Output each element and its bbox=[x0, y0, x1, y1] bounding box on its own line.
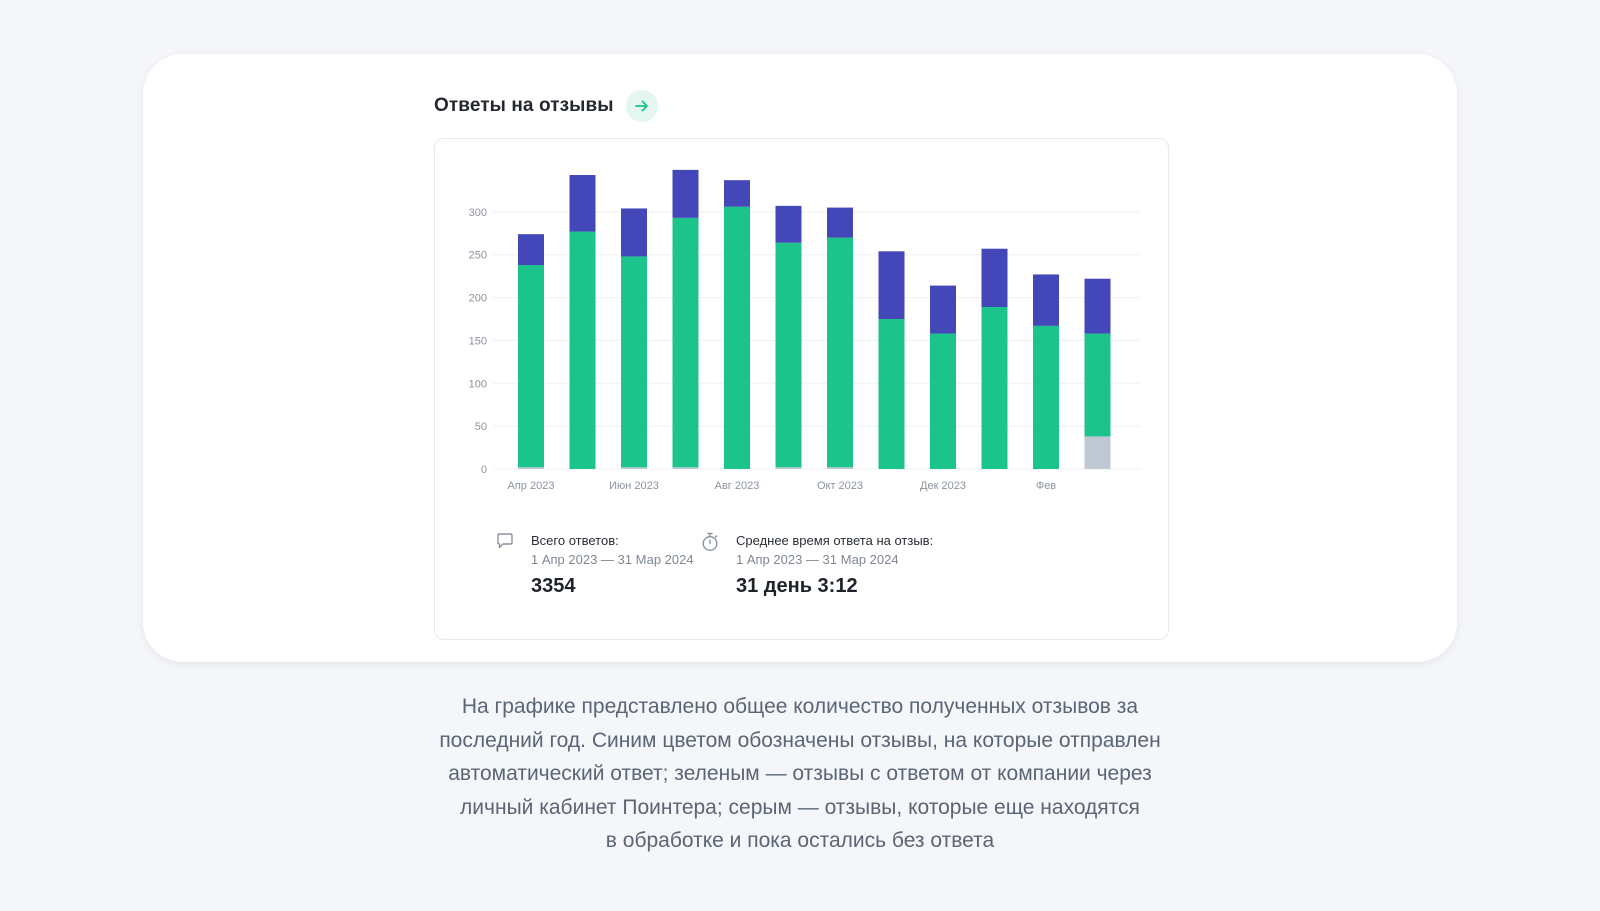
bar-segment-auto bbox=[672, 169, 699, 218]
bar-segment-company bbox=[775, 242, 802, 468]
caption-line: личный кабинет Поинтера; серым — отзывы,… bbox=[460, 795, 1140, 819]
open-widget-button[interactable] bbox=[625, 90, 658, 122]
bar-segment-company bbox=[724, 206, 750, 469]
bar-segment-pending bbox=[621, 467, 647, 469]
bar-segment-auto bbox=[518, 234, 544, 266]
y-tick-label: 50 bbox=[475, 421, 487, 433]
bar-segment-company bbox=[672, 217, 699, 468]
y-tick-label: 250 bbox=[469, 250, 487, 262]
bar-segment-pending bbox=[775, 467, 802, 469]
x-tick-label: Окт 2023 bbox=[817, 480, 863, 492]
bar-segment-pending bbox=[672, 467, 699, 469]
stat-label: Всего ответов: bbox=[531, 533, 619, 548]
bar-segment-auto bbox=[621, 208, 647, 257]
bar-segment-auto bbox=[1084, 278, 1111, 334]
caption-line: автоматический ответ; зеленым — отзывы с… bbox=[448, 762, 1152, 785]
y-tick-label: 150 bbox=[469, 335, 487, 347]
bar-segment-company bbox=[930, 333, 956, 469]
x-tick-label: Апр 2023 bbox=[508, 480, 555, 492]
x-tick-label: Июн 2023 bbox=[609, 480, 659, 492]
chart-panel: 0 50 100 150 200 250 300 Апр 2023 Июн 2023 Авг 20… bbox=[434, 138, 1169, 640]
bar-segment-auto bbox=[775, 205, 802, 243]
widget-header: Ответы на отзывы bbox=[434, 90, 658, 122]
stat-date-range: 1 Апр 2023 — 31 Мар 2024 bbox=[531, 552, 694, 567]
bar-segment-company bbox=[518, 265, 544, 468]
stat-value: 3354 bbox=[531, 575, 576, 597]
bar-segment-company bbox=[569, 231, 596, 469]
bar-segment-auto bbox=[1033, 274, 1059, 326]
bar-segment-auto bbox=[930, 285, 956, 334]
bar-segment-company bbox=[878, 319, 905, 469]
x-tick-label: Авг 2023 bbox=[715, 480, 760, 492]
bar-segment-pending bbox=[1084, 436, 1111, 469]
bar-segment-company bbox=[981, 307, 1008, 469]
y-tick-label: 300 bbox=[469, 207, 487, 219]
bar-segment-auto bbox=[724, 180, 750, 207]
chart-caption: На графике представлено общее количество… bbox=[300, 690, 1300, 858]
stopwatch-icon bbox=[700, 531, 720, 558]
bar-segment-auto bbox=[569, 175, 596, 232]
y-tick-label: 0 bbox=[481, 464, 487, 476]
bar-segment-auto bbox=[878, 251, 905, 320]
stat-value: 31 день 3:12 bbox=[736, 575, 858, 597]
stat-label: Среднее время ответа на отзыв: bbox=[736, 533, 934, 548]
x-tick-label: Фев bbox=[1036, 480, 1056, 492]
bar-segment-company bbox=[827, 237, 853, 468]
stat-date-range: 1 Апр 2023 — 31 Мар 2024 bbox=[736, 552, 899, 567]
stacked-bar-chart: 0 50 100 150 200 250 300 Апр 2023 Июн 2023 Авг 20… bbox=[469, 169, 1140, 492]
caption-line: На графике представлено общее количество… bbox=[461, 695, 1139, 718]
bar-segment-company bbox=[621, 256, 647, 468]
caption-line: последний год. Синим цветом обозначены о… bbox=[439, 728, 1161, 752]
caption-line: в обработке и пока остались без ответа bbox=[605, 829, 995, 852]
bar-segment-auto bbox=[827, 207, 853, 238]
x-tick-label: Дек 2023 bbox=[920, 480, 966, 492]
widget-title: Ответы на отзывы bbox=[434, 95, 614, 116]
bar-segment-auto bbox=[981, 248, 1008, 308]
bar-segment-pending bbox=[827, 467, 853, 469]
y-tick-label: 200 bbox=[469, 293, 487, 305]
bar-segment-company bbox=[1084, 333, 1111, 437]
chat-bubble-icon bbox=[495, 531, 515, 556]
y-tick-label: 100 bbox=[469, 378, 487, 390]
bar-segment-pending bbox=[518, 467, 544, 469]
arrow-right-icon bbox=[634, 100, 648, 112]
bar-segment-company bbox=[1033, 325, 1059, 469]
